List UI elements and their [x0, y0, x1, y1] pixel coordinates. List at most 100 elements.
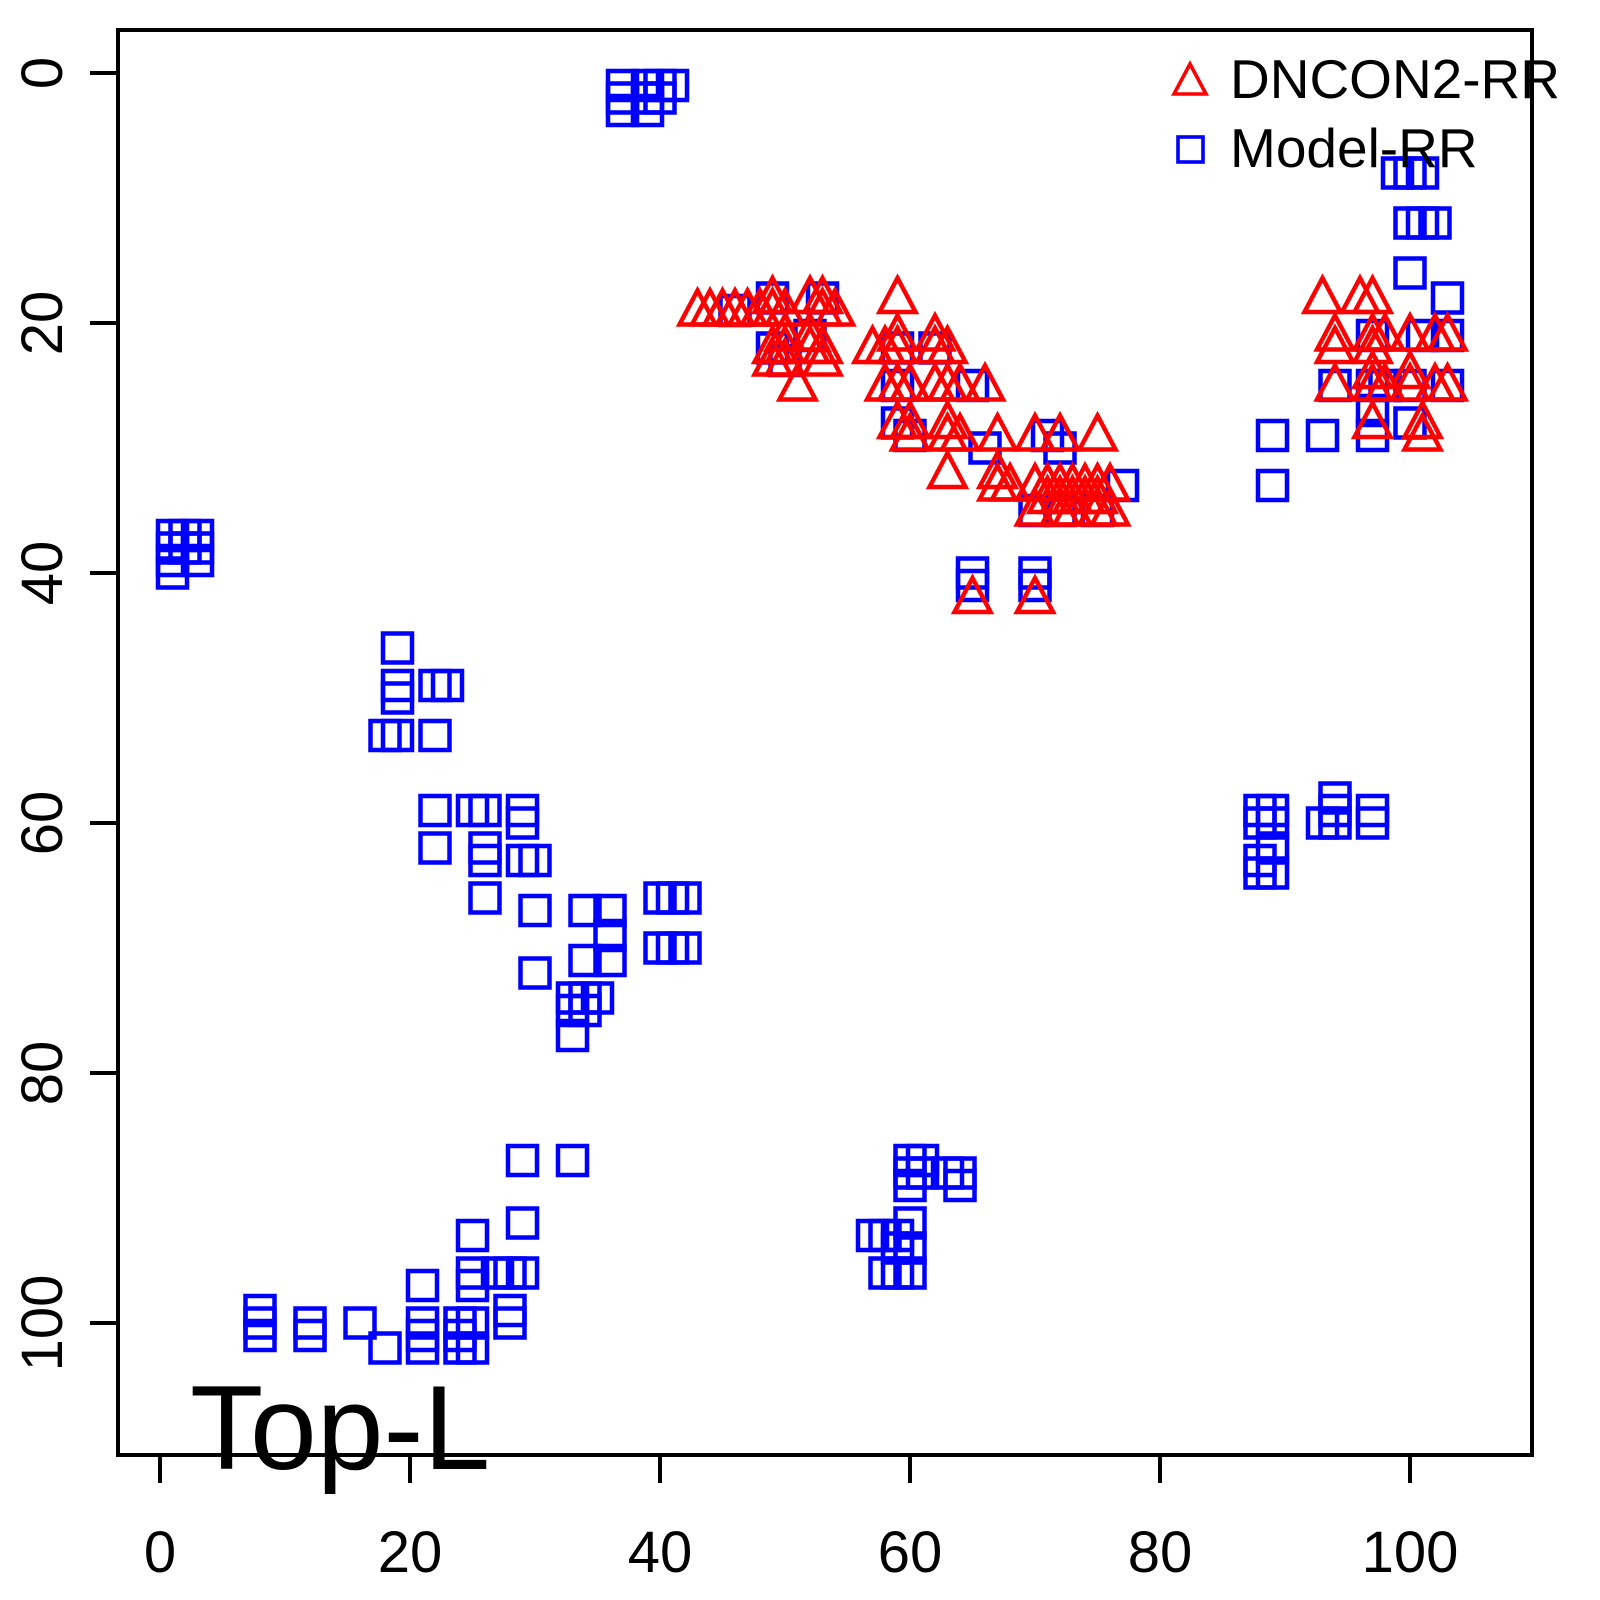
data-point-triangle — [675, 285, 720, 327]
data-point-triangle — [1038, 410, 1082, 452]
data-point-square — [1018, 568, 1052, 603]
data-point-triangle — [1400, 410, 1445, 452]
data-point-triangle — [1313, 360, 1357, 402]
data-point-square — [405, 1268, 440, 1303]
data-point-square — [1318, 806, 1352, 840]
data-point-triangle — [1388, 360, 1432, 402]
data-point-triangle — [913, 360, 957, 402]
y-tick-label: 80 — [10, 1041, 75, 1106]
data-point-square — [1405, 156, 1440, 190]
data-point-square — [568, 893, 602, 928]
data-point-square — [505, 1206, 540, 1240]
series-model-rr — [155, 68, 1465, 1365]
plot-border — [116, 28, 1534, 1457]
data-point-square — [293, 1318, 327, 1353]
legend: DNCON2-RR Model-RR — [1168, 52, 1560, 176]
data-point-square — [1355, 393, 1390, 428]
data-point-square — [555, 1143, 590, 1178]
data-point-square — [1255, 806, 1290, 840]
plot-annotation: Top-L — [190, 1361, 491, 1495]
y-axis: 0 20 40 60 80 100 — [10, 57, 118, 1372]
data-point-triangle — [875, 310, 920, 352]
data-point-triangle — [1088, 485, 1132, 527]
x-tick-label: 60 — [878, 1520, 943, 1585]
square-icon — [1176, 134, 1205, 164]
data-point-triangle — [1013, 410, 1057, 452]
data-point-triangle — [938, 360, 982, 402]
data-point-triangle — [1338, 273, 1382, 315]
data-point-triangle — [888, 398, 932, 440]
data-point-square — [668, 881, 702, 915]
data-point-square — [243, 1318, 277, 1353]
y-tick-label: 60 — [10, 791, 75, 856]
data-point-square — [518, 843, 552, 878]
data-point-triangle — [1350, 398, 1395, 440]
data-point-square — [568, 943, 602, 978]
data-point-triangle — [1075, 410, 1120, 452]
data-point-square — [418, 718, 452, 753]
data-point-square — [1355, 806, 1390, 840]
data-point-triangle — [988, 460, 1032, 502]
y-tick-label: 20 — [10, 291, 75, 356]
data-point-square — [1255, 468, 1290, 503]
data-point-triangle — [1400, 398, 1445, 440]
data-point-triangle — [800, 323, 845, 365]
data-point-square — [418, 831, 452, 865]
y-tick-label: 40 — [10, 541, 75, 606]
data-point-triangle — [938, 410, 982, 452]
data-point-square — [943, 1168, 977, 1203]
legend-label-dncon2-rr: DNCON2-RR — [1230, 48, 1560, 110]
data-point-triangle — [1013, 573, 1057, 615]
data-point-square — [1255, 856, 1290, 890]
data-point-square — [155, 556, 190, 590]
series-dncon2-rr — [675, 273, 1470, 615]
data-point-triangle — [1425, 310, 1470, 352]
data-point-square — [1305, 418, 1340, 453]
data-point-square — [343, 1306, 377, 1340]
data-point-square — [593, 943, 627, 978]
data-point-square — [505, 1256, 540, 1290]
data-point-triangle — [975, 460, 1020, 502]
data-point-triangle — [1313, 310, 1357, 352]
data-point-square — [468, 881, 502, 915]
data-point-square — [418, 793, 452, 828]
data-point-square — [655, 68, 690, 103]
data-point-square — [593, 893, 627, 928]
data-point-square — [518, 956, 552, 990]
data-point-square — [368, 1331, 402, 1365]
data-point-square — [380, 631, 415, 665]
data-point-triangle — [1313, 323, 1357, 365]
data-point-square — [955, 568, 990, 603]
data-point-triangle — [925, 448, 970, 490]
data-point-triangle — [1350, 273, 1395, 315]
data-point-triangle — [950, 573, 995, 615]
x-tick-label: 100 — [1362, 1520, 1459, 1585]
data-point-square — [893, 1168, 927, 1203]
x-tick-label: 80 — [1128, 1520, 1193, 1585]
x-tick-label: 0 — [144, 1520, 176, 1585]
data-point-square — [1418, 206, 1452, 240]
data-point-square — [505, 1143, 540, 1178]
data-point-square — [1255, 418, 1290, 453]
data-point-square — [555, 1018, 590, 1053]
data-point-triangle — [800, 335, 845, 377]
data-point-triangle — [763, 310, 807, 352]
data-point-square — [505, 806, 540, 840]
data-point-square — [668, 931, 702, 965]
data-point-square — [1393, 256, 1427, 290]
data-point-triangle — [1363, 310, 1407, 352]
data-point-triangle — [775, 360, 820, 402]
data-point-square — [493, 1306, 527, 1340]
data-point-triangle — [813, 285, 857, 327]
data-point-triangle — [1050, 485, 1095, 527]
y-tick-label: 100 — [10, 1275, 75, 1372]
data-point-triangle — [925, 410, 970, 452]
data-point-triangle — [1425, 360, 1470, 402]
x-axis: 0 20 40 60 80 100 — [144, 1455, 1459, 1585]
data-point-square — [593, 918, 627, 953]
data-point-square — [893, 1256, 927, 1290]
x-tick-label: 20 — [378, 1520, 443, 1585]
y-tick-label: 0 — [10, 57, 75, 89]
